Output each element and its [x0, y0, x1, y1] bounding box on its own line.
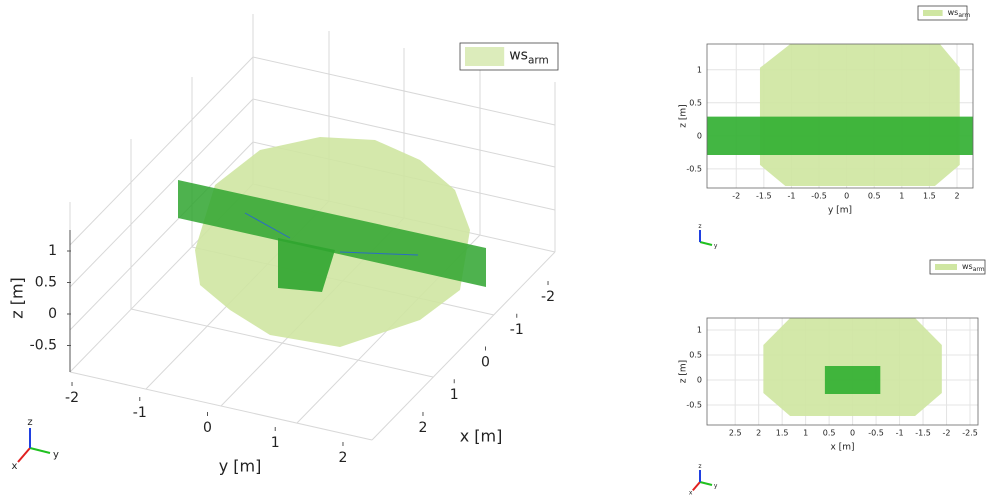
- x-tick-label: -2: [943, 429, 951, 438]
- legend-label: wsarm: [948, 8, 971, 19]
- legend-swatch: [465, 47, 505, 66]
- x-tick-label: 1: [450, 387, 459, 403]
- legend-name: ws: [962, 262, 973, 271]
- legend-label: wsarm: [509, 48, 549, 67]
- x-tick-label: 2: [756, 429, 761, 438]
- x-tick-label: 0.5: [868, 192, 881, 201]
- triad-label: x: [689, 489, 693, 496]
- triad-axis: [699, 241, 713, 246]
- z-tick-label: 0: [48, 306, 57, 322]
- z-tick-label: 0.5: [35, 275, 57, 291]
- y-tick-label: -2: [65, 390, 79, 406]
- y-axis-label: z [m]: [679, 104, 689, 127]
- x-tick-label: -2: [541, 289, 555, 305]
- triad-label: z: [27, 417, 32, 428]
- axes-box: [706, 43, 974, 189]
- x-tick-label: 0: [844, 192, 849, 201]
- legend-name: ws: [948, 8, 959, 17]
- triad-axis: [692, 481, 701, 492]
- link-3d: [339, 251, 419, 256]
- triad-axis: [699, 481, 713, 486]
- x-tick-label: 1: [803, 429, 808, 438]
- triad-label: z: [698, 223, 701, 230]
- x-tick-label: -1: [896, 429, 904, 438]
- x-axis-label: y [m]: [828, 206, 852, 216]
- y-axis-label: z [m]: [679, 360, 689, 383]
- region: [707, 116, 973, 155]
- y-axis-label: y [m]: [219, 457, 262, 476]
- legend-subscript: arm: [958, 11, 970, 18]
- x-tick-label: -1: [787, 192, 795, 201]
- y-tick-label: 1: [697, 65, 702, 74]
- robot-base-3d: [278, 238, 335, 292]
- x-axis-label: x [m]: [831, 443, 855, 453]
- triad-label: y: [714, 482, 718, 489]
- x-tick-label: 2: [419, 420, 428, 436]
- y-tick-label: 0: [697, 131, 702, 140]
- link-3d: [244, 212, 291, 239]
- y-tick-label: -1: [133, 405, 147, 421]
- x-tick-label: 2: [954, 192, 959, 201]
- y-tick-label: 0.5: [689, 351, 702, 360]
- y-tick-label: 0: [203, 420, 212, 436]
- triad-axis: [29, 447, 51, 454]
- y-tick-label: -0.5: [686, 401, 702, 410]
- region: [759, 44, 960, 187]
- x-tick-label: 1.5: [923, 192, 936, 201]
- legend-label: wsarm: [962, 262, 985, 273]
- triad-axis: [17, 447, 31, 463]
- x-tick-label: 0: [850, 429, 855, 438]
- x-tick-label: -0.5: [811, 192, 827, 201]
- triad-label: z: [698, 463, 701, 470]
- z-tick-label: 1: [48, 243, 57, 259]
- triad-label: y: [53, 450, 59, 461]
- legend-box: [929, 259, 986, 275]
- legend-subscript: arm: [528, 54, 549, 66]
- x-tick-label: 0: [481, 355, 490, 371]
- x-tick-label: -1.5: [915, 429, 931, 438]
- y-tick-label: 1: [271, 435, 280, 451]
- x-tick-label: -2: [732, 192, 740, 201]
- x-tick-label: 1: [899, 192, 904, 201]
- region: [824, 366, 881, 394]
- axes-box: [706, 317, 979, 426]
- x-tick-label: 0.5: [823, 429, 836, 438]
- y-tick-label: 0: [697, 376, 702, 385]
- x-tick-label: -1.5: [756, 192, 772, 201]
- y-tick-label: 0.5: [689, 98, 702, 107]
- robot-3d: [178, 180, 486, 287]
- triad-label: x: [11, 461, 17, 472]
- y-tick-label: 1: [697, 326, 702, 335]
- y-tick-label: -0.5: [686, 164, 702, 173]
- z-axis-label: z [m]: [8, 277, 27, 319]
- legend-swatch: [923, 10, 943, 16]
- x-tick-label: 1.5: [776, 429, 789, 438]
- x-axis-label: x [m]: [460, 427, 503, 446]
- x-tick-label: 2.5: [729, 429, 742, 438]
- x-tick-label: -2.5: [962, 429, 978, 438]
- triad-label: y: [714, 242, 718, 249]
- legend-subscript: arm: [973, 265, 985, 272]
- x-tick-label: -0.5: [868, 429, 884, 438]
- legend-name: ws: [509, 48, 528, 64]
- x-tick-label: -1: [510, 322, 524, 338]
- legend-swatch: [935, 264, 957, 270]
- y-tick-label: 2: [339, 450, 348, 466]
- z-tick-label: -0.5: [30, 338, 57, 354]
